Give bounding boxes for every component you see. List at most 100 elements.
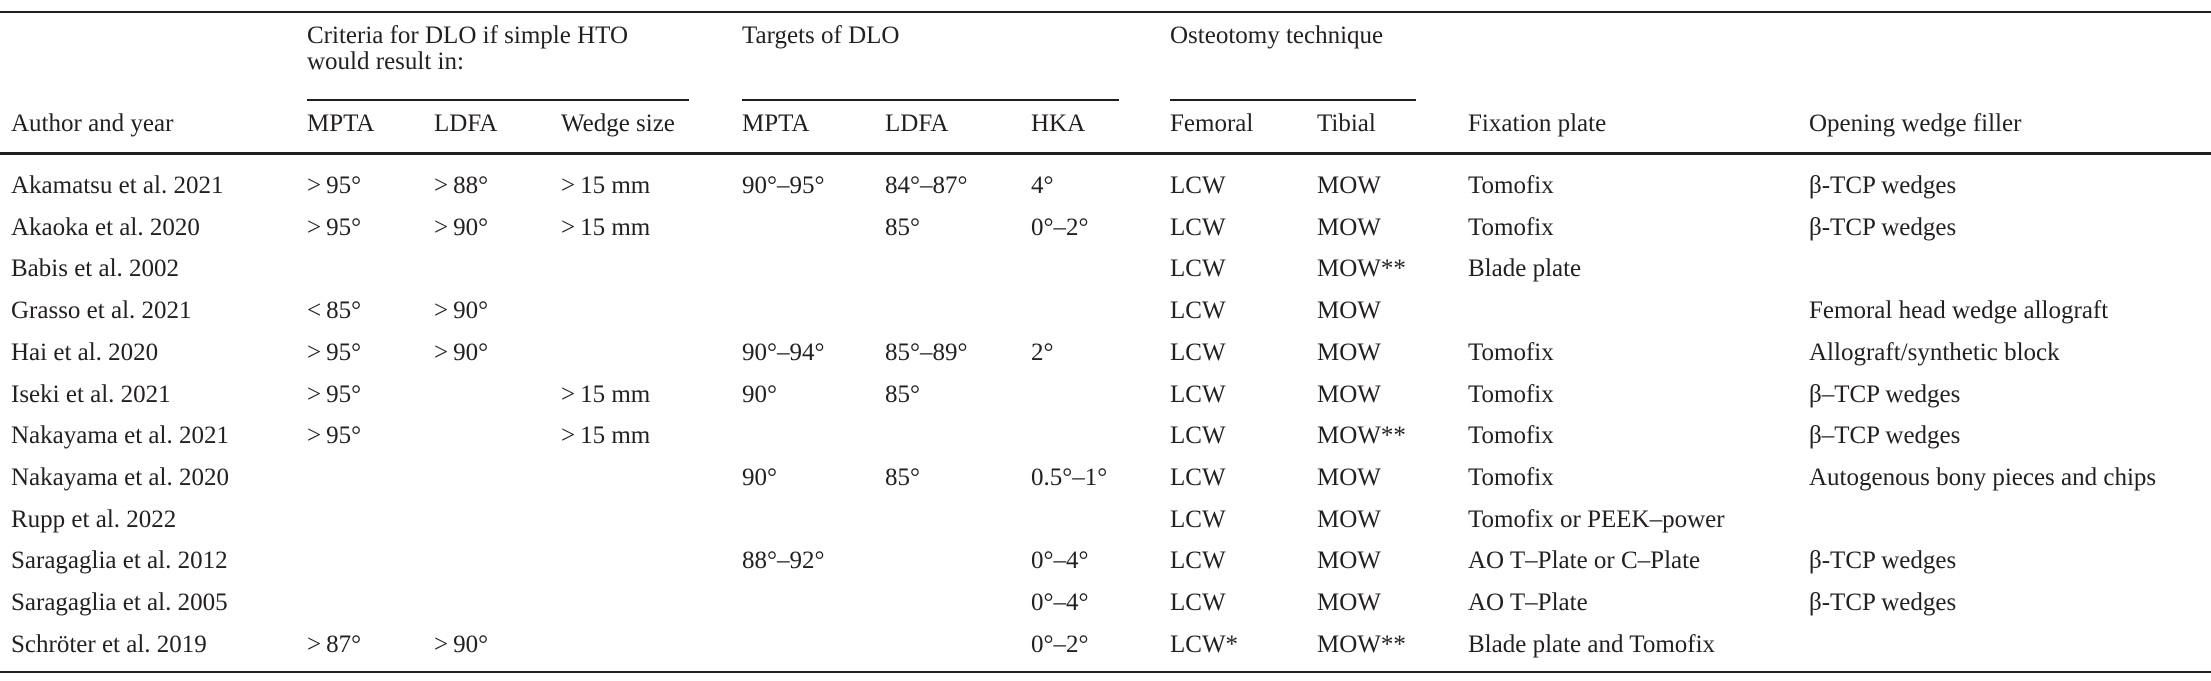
- table-cell: Tomofix: [1468, 172, 1554, 199]
- table-cell: MOW: [1317, 547, 1381, 575]
- table-cell: > 95°: [307, 422, 362, 450]
- row-label: Rupp et al. 2022: [11, 505, 177, 533]
- table-cell: 90°: [742, 380, 777, 408]
- row-label: Babis et al. 2002: [11, 255, 180, 283]
- row-label: Akamatsu et al. 2021: [11, 172, 224, 199]
- table-cell: MOW: [1317, 463, 1381, 491]
- table-cell: > 90°: [434, 630, 489, 658]
- table-cell: MOW**: [1317, 255, 1406, 283]
- table-cell: MOW**: [1317, 422, 1406, 450]
- table-cell: 0.5°–1°: [1031, 463, 1108, 491]
- table-cell: MOW: [1317, 297, 1381, 325]
- table-cell: LCW*: [1170, 630, 1239, 658]
- table-cell: MOW: [1317, 589, 1381, 616]
- table-cell: MOW: [1317, 505, 1381, 533]
- table-cell: β-TCP wedges: [1809, 213, 1957, 241]
- column-header: Tibial: [1317, 110, 1376, 137]
- table-cell: Autogenous bony pieces and chips: [1809, 463, 2157, 491]
- table-cell: 85°: [885, 213, 920, 241]
- table-cell: β-TCP wedges: [1809, 589, 1957, 616]
- table-cell: 90°–95°: [742, 172, 825, 199]
- group-header: Osteotomy technique: [1170, 22, 1384, 49]
- table-cell: 85°: [885, 380, 920, 408]
- table-cell: LCW: [1170, 380, 1226, 408]
- column-header: MPTA: [307, 110, 375, 137]
- group-underline: [307, 99, 689, 101]
- group-header: Criteria for DLO if simple HTO would res…: [307, 22, 628, 75]
- table-cell: > 95°: [307, 380, 362, 408]
- table-cell: LCW: [1170, 422, 1226, 450]
- group-underline: [742, 99, 1119, 101]
- table-cell: LCW: [1170, 338, 1226, 366]
- table-cell: Blade plate: [1468, 255, 1582, 283]
- table-cell: β-TCP wedges: [1809, 547, 1957, 575]
- row-label: Iseki et al. 2021: [11, 380, 171, 408]
- table-cell: MOW**: [1317, 630, 1406, 658]
- table-cell: LCW: [1170, 505, 1226, 533]
- table-cell: MOW: [1317, 380, 1381, 408]
- header-rule: [0, 152, 2211, 155]
- row-label: Nakayama et al. 2021: [11, 422, 229, 450]
- table-cell: LCW: [1170, 255, 1226, 283]
- table-cell: 0°–4°: [1031, 589, 1089, 616]
- table-cell: 85°: [885, 463, 920, 491]
- row-label: Akaoka et al. 2020: [11, 213, 200, 241]
- table-cell: > 88°: [434, 172, 489, 199]
- table-cell: Tomofix: [1468, 338, 1554, 366]
- table-cell: > 15 mm: [561, 172, 651, 199]
- column-header: LDFA: [434, 110, 498, 137]
- table-cell: > 95°: [307, 338, 362, 366]
- row-label: Grasso et al. 2021: [11, 297, 192, 325]
- table-cell: Tomofix: [1468, 422, 1554, 450]
- table-cell: > 95°: [307, 172, 362, 199]
- column-header: MPTA: [742, 110, 810, 137]
- table-cell: > 90°: [434, 297, 489, 325]
- table-cell: MOW: [1317, 213, 1381, 241]
- table-cell: β–TCP wedges: [1809, 380, 1961, 408]
- table-cell: 84°–87°: [885, 172, 968, 199]
- table-cell: > 95°: [307, 213, 362, 241]
- table-cell: 4°: [1031, 172, 1054, 199]
- row-label: Nakayama et al. 2020: [11, 463, 229, 491]
- column-header: Femoral: [1170, 110, 1254, 137]
- table-cell: 0°–2°: [1031, 213, 1089, 241]
- table-cell: AO T–Plate: [1468, 589, 1588, 616]
- table-cell: β–TCP wedges: [1809, 422, 1961, 450]
- table-cell: Tomofix: [1468, 380, 1554, 408]
- table-cell: Tomofix or PEEK–power: [1468, 505, 1725, 533]
- table-cell: 0°–2°: [1031, 630, 1089, 658]
- row-label: Schröter et al. 2019: [11, 630, 207, 658]
- table-cell: Allograft/synthetic block: [1809, 338, 2060, 366]
- table-cell: < 85°: [307, 297, 362, 325]
- table-cell: AO T–Plate or C–Plate: [1468, 547, 1701, 575]
- table-cell: β-TCP wedges: [1809, 172, 1957, 199]
- table-cell: 85°–89°: [885, 338, 968, 366]
- table-cell: 2°: [1031, 338, 1054, 366]
- column-header: LDFA: [885, 110, 949, 137]
- table-cell: 90°: [742, 463, 777, 491]
- row-label: Hai et al. 2020: [11, 338, 159, 366]
- table-cell: Femoral head wedge allograft: [1809, 297, 2109, 325]
- row-label: Saragaglia et al. 2012: [11, 547, 228, 575]
- row-label: Saragaglia et al. 2005: [11, 589, 228, 616]
- group-header: Targets of DLO: [742, 22, 900, 49]
- group-underline: [1170, 99, 1416, 101]
- column-header: HKA: [1031, 110, 1086, 137]
- table-cell: LCW: [1170, 297, 1226, 325]
- table-cell: MOW: [1317, 172, 1381, 199]
- table-cell: 0°–4°: [1031, 547, 1089, 575]
- table-cell: Blade plate and Tomofix: [1468, 630, 1716, 658]
- top-rule: [0, 11, 2211, 13]
- bottom-rule: [0, 671, 2211, 673]
- column-header: Fixation plate: [1468, 110, 1607, 137]
- table-cell: LCW: [1170, 463, 1226, 491]
- column-header: Opening wedge filler: [1809, 110, 2022, 137]
- table-cell: > 90°: [434, 213, 489, 241]
- table-cell: LCW: [1170, 547, 1226, 575]
- table-cell: MOW: [1317, 338, 1381, 366]
- table-cell: LCW: [1170, 172, 1226, 199]
- table-cell: Tomofix: [1468, 463, 1554, 491]
- column-header: Author and year: [11, 110, 174, 137]
- table-cell: 90°–94°: [742, 338, 825, 366]
- column-header: Wedge size: [561, 110, 675, 137]
